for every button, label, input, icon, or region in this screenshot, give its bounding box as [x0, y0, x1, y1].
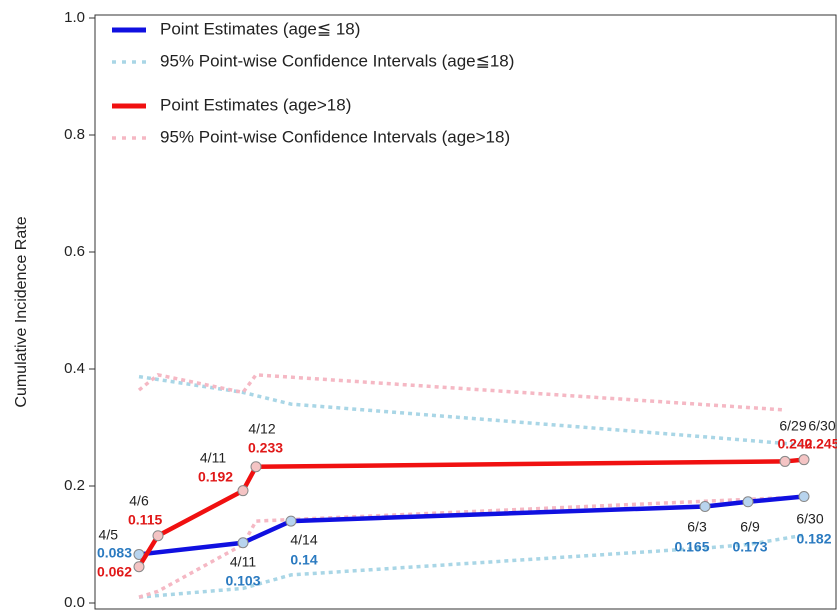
plot-frame — [94, 14, 837, 610]
date-label: 4/11 — [200, 450, 226, 466]
point-marker — [798, 491, 810, 503]
y-tick-label: 0.4 — [64, 360, 85, 377]
y-tick-label: 1.0 — [64, 9, 85, 26]
y-tick-label: 0.8 — [64, 126, 85, 143]
ci-line — [137, 372, 786, 412]
value-label: 0.245 — [804, 436, 837, 452]
value-label: 0.083 — [97, 545, 132, 561]
value-label: 0.165 — [674, 539, 709, 555]
date-label: 4/12 — [248, 421, 275, 437]
value-label: 0.14 — [290, 552, 317, 568]
point-marker — [237, 537, 249, 549]
legend-label: Point Estimates (age>18) — [160, 95, 351, 114]
y-tick-label: 0.0 — [64, 594, 85, 610]
point-marker — [133, 561, 145, 573]
value-label: 0.103 — [225, 573, 260, 589]
value-label: 0.182 — [796, 531, 831, 547]
ci-line — [138, 495, 786, 599]
value-label: 0.062 — [97, 564, 132, 580]
legend-label: Point Estimates (age≦ 18) — [160, 19, 360, 38]
ci-line — [138, 533, 805, 599]
value-label: 0.242 — [777, 436, 812, 452]
point-marker — [779, 455, 791, 467]
y-tick-label: 0.2 — [64, 477, 85, 494]
date-label: 6/29 — [779, 418, 806, 434]
point-marker — [742, 496, 754, 508]
ci-line — [138, 374, 805, 447]
date-label: 6/3 — [687, 519, 707, 535]
legend-label: 95% Point-wise Confidence Intervals (age… — [160, 127, 510, 146]
date-label: 4/14 — [290, 532, 317, 548]
y-tick-label: 0.6 — [64, 243, 85, 260]
point-marker — [237, 485, 249, 497]
point-marker — [699, 500, 711, 512]
value-label: 0.192 — [198, 469, 233, 485]
point-marker — [798, 454, 810, 466]
date-label: 6/9 — [740, 519, 760, 535]
value-label: 0.233 — [248, 440, 283, 456]
date-label: 6/30 — [808, 418, 835, 434]
date-label: 4/6 — [129, 493, 149, 509]
point-marker — [250, 461, 262, 473]
value-label: 0.173 — [732, 539, 767, 555]
date-label: 6/30 — [796, 511, 823, 527]
legend-label: 95% Point-wise Confidence Intervals (age… — [160, 51, 514, 70]
y-axis-label: Cumulative Incidence Rate — [13, 216, 30, 407]
estimate-line — [138, 494, 805, 557]
point-marker — [152, 530, 164, 542]
point-marker — [285, 515, 297, 527]
date-label: 4/5 — [99, 527, 119, 543]
date-label: 4/11 — [230, 554, 256, 570]
value-label: 0.115 — [128, 512, 162, 528]
